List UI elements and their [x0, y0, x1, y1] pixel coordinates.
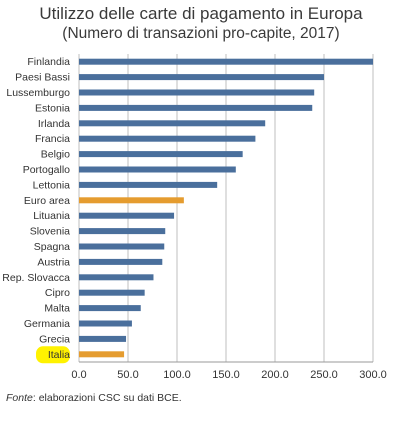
- bar-spagna: [79, 243, 165, 250]
- category-label: Estonia: [35, 102, 70, 114]
- x-tick-label: 250.0: [310, 369, 338, 381]
- source-note: Fonte: elaborazioni CSC su dati BCE.: [6, 392, 182, 404]
- x-tick-label: 50.0: [117, 369, 138, 381]
- category-label: Rep. Slovacca: [2, 272, 70, 284]
- bar-grecia: [79, 335, 127, 342]
- category-label: Malta: [44, 303, 70, 315]
- category-label: Lituania: [33, 210, 70, 222]
- source-text: : elaborazioni CSC su dati BCE.: [32, 392, 182, 404]
- category-label: Belgio: [41, 149, 70, 161]
- category-label: Portogallo: [23, 164, 70, 176]
- bar-malta: [79, 305, 141, 312]
- bar-italia: [79, 351, 125, 358]
- bar-francia: [79, 135, 256, 142]
- x-tick-label: 150.0: [212, 369, 240, 381]
- category-label: Germania: [24, 318, 70, 330]
- x-tick-label: 0.0: [71, 369, 86, 381]
- bar-paesi-bassi: [79, 74, 324, 81]
- bar-irlanda: [79, 120, 266, 127]
- category-label: Francia: [35, 133, 70, 145]
- category-label: Irlanda: [38, 118, 70, 130]
- bar-slovenia: [79, 228, 166, 235]
- bar-rep-slovacca: [79, 274, 154, 281]
- category-label: Cipro: [45, 287, 70, 299]
- category-label: Lettonia: [33, 179, 71, 191]
- category-label: Grecia: [39, 333, 70, 345]
- category-label: Slovenia: [30, 226, 70, 238]
- x-tick-label: 300.0: [359, 369, 387, 381]
- x-tick-label: 200.0: [261, 369, 289, 381]
- category-label: Paesi Bassi: [15, 72, 70, 84]
- bar-euro-area: [79, 197, 184, 204]
- highlight-marker: [36, 346, 70, 364]
- bar-germania: [79, 320, 132, 327]
- category-label: Euro area: [24, 195, 70, 207]
- bar-lussemburgo: [79, 89, 315, 96]
- chart-subtitle: (Numero di transazioni pro-capite, 2017): [62, 25, 340, 42]
- bar-finlandia: [79, 58, 373, 65]
- bar-austria: [79, 258, 163, 265]
- bar-estonia: [79, 104, 313, 111]
- bar-lituania: [79, 212, 175, 219]
- bar-portogallo: [79, 166, 236, 173]
- chart-title: Utilizzo delle carte di pagamento in Eur…: [39, 4, 363, 23]
- category-label: Lussemburgo: [6, 87, 70, 99]
- bar-lettonia: [79, 181, 218, 188]
- category-label: Italia: [48, 349, 70, 361]
- category-label: Finlandia: [27, 56, 70, 68]
- bar-belgio: [79, 151, 243, 158]
- source-label: Fonte: [6, 392, 33, 404]
- bar-cipro: [79, 289, 145, 296]
- category-label: Spagna: [34, 241, 70, 253]
- x-tick-label: 100.0: [163, 369, 191, 381]
- category-label: Austria: [37, 256, 70, 268]
